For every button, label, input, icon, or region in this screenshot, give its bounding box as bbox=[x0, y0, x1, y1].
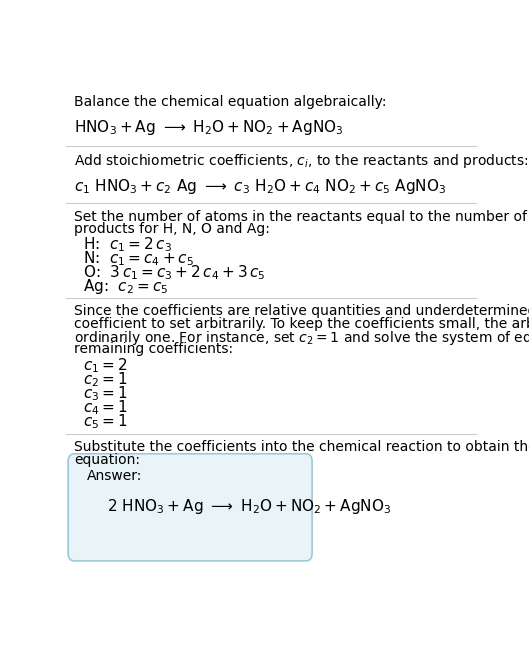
Text: Since the coefficients are relative quantities and underdetermined, choose a: Since the coefficients are relative quan… bbox=[74, 304, 529, 318]
Text: equation:: equation: bbox=[74, 453, 140, 466]
Text: Answer:: Answer: bbox=[87, 468, 142, 483]
Text: Add stoichiometric coefficients, $c_i$, to the reactants and products:: Add stoichiometric coefficients, $c_i$, … bbox=[74, 152, 529, 170]
Text: $c_2 = 1$: $c_2 = 1$ bbox=[83, 371, 127, 389]
Text: $2\ \mathrm{HNO_3 + Ag\ \longrightarrow\ H_2O + NO_2 + AgNO_3}$: $2\ \mathrm{HNO_3 + Ag\ \longrightarrow\… bbox=[107, 497, 391, 516]
Text: $\mathrm{Ag}$:  $c_2 = c_5$: $\mathrm{Ag}$: $c_2 = c_5$ bbox=[83, 278, 168, 296]
Text: $\mathrm{HNO_3 + Ag\ \longrightarrow\ H_2O + NO_2 + AgNO_3}$: $\mathrm{HNO_3 + Ag\ \longrightarrow\ H_… bbox=[74, 118, 344, 138]
FancyBboxPatch shape bbox=[68, 454, 312, 561]
Text: $c_1 = 2$: $c_1 = 2$ bbox=[83, 356, 127, 375]
Text: Substitute the coefficients into the chemical reaction to obtain the balanced: Substitute the coefficients into the che… bbox=[74, 441, 529, 454]
Text: $\mathrm{H}$:  $c_1 = 2\,c_3$: $\mathrm{H}$: $c_1 = 2\,c_3$ bbox=[83, 236, 171, 254]
Text: products for H, N, O and Ag:: products for H, N, O and Ag: bbox=[74, 222, 270, 236]
Text: $c_4 = 1$: $c_4 = 1$ bbox=[83, 399, 127, 417]
Text: $\mathrm{N}$:  $c_1 = c_4 + c_5$: $\mathrm{N}$: $c_1 = c_4 + c_5$ bbox=[83, 250, 194, 269]
Text: $\mathrm{O}$:  $3\,c_1 = c_3 + 2\,c_4 + 3\,c_5$: $\mathrm{O}$: $3\,c_1 = c_3 + 2\,c_4 + 3… bbox=[83, 263, 265, 282]
Text: coefficient to set arbitrarily. To keep the coefficients small, the arbitrary va: coefficient to set arbitrarily. To keep … bbox=[74, 317, 529, 331]
Text: Set the number of atoms in the reactants equal to the number of atoms in the: Set the number of atoms in the reactants… bbox=[74, 210, 529, 224]
Text: $c_3 = 1$: $c_3 = 1$ bbox=[83, 384, 127, 403]
Text: Balance the chemical equation algebraically:: Balance the chemical equation algebraica… bbox=[74, 95, 387, 109]
Text: $c_1\ \mathrm{HNO_3} + c_2\ \mathrm{Ag}\ \longrightarrow\ c_3\ \mathrm{H_2O} + c: $c_1\ \mathrm{HNO_3} + c_2\ \mathrm{Ag}\… bbox=[74, 177, 446, 196]
Text: remaining coefficients:: remaining coefficients: bbox=[74, 342, 233, 356]
Text: $c_5 = 1$: $c_5 = 1$ bbox=[83, 412, 127, 431]
Text: ordinarily one. For instance, set $c_2 = 1$ and solve the system of equations fo: ordinarily one. For instance, set $c_2 =… bbox=[74, 329, 529, 347]
